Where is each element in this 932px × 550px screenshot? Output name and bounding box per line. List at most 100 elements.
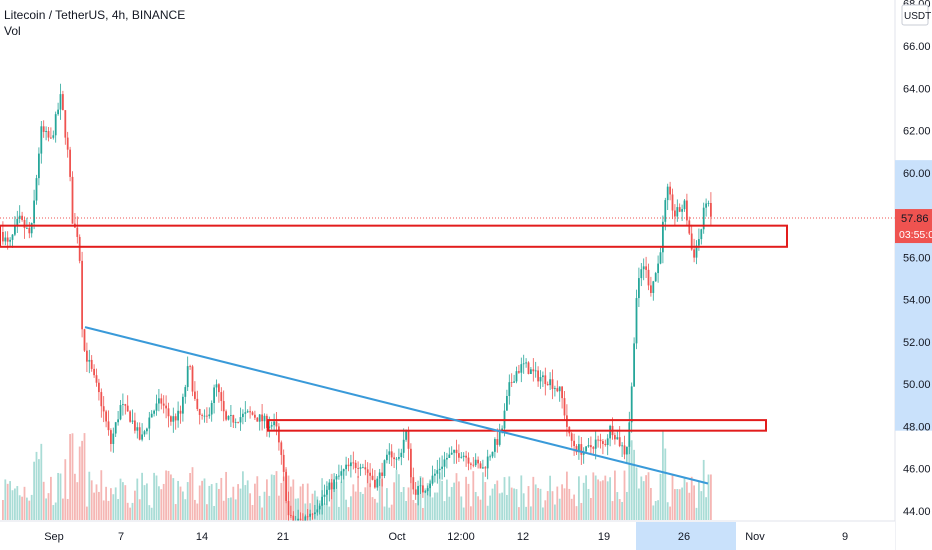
candle-body bbox=[695, 245, 698, 258]
volume-bar bbox=[412, 499, 415, 520]
volume-bar bbox=[462, 507, 465, 520]
candle-body bbox=[186, 366, 189, 388]
volume-bar bbox=[470, 506, 472, 520]
volume-bar bbox=[4, 479, 7, 520]
volume-bar bbox=[650, 487, 652, 520]
countdown-label: 03:55:03 bbox=[899, 229, 932, 241]
volume-bar bbox=[124, 485, 127, 520]
volume-bar bbox=[693, 485, 695, 520]
volume-bar bbox=[294, 498, 297, 520]
volume-bar bbox=[2, 499, 4, 520]
candle-body bbox=[218, 384, 220, 393]
candle-body bbox=[227, 415, 230, 420]
volume-bar bbox=[76, 482, 79, 520]
candle-body bbox=[182, 396, 184, 414]
volume-bar bbox=[179, 486, 182, 520]
x-tick-label: 9 bbox=[842, 531, 848, 543]
volume-bar bbox=[698, 480, 700, 520]
candle-body bbox=[30, 223, 33, 234]
volume-bar bbox=[671, 475, 674, 520]
candle-body bbox=[234, 422, 237, 423]
candle-body bbox=[354, 462, 357, 469]
volume-bar bbox=[150, 507, 153, 520]
volume-bar bbox=[710, 474, 712, 520]
volume-bar bbox=[246, 480, 249, 520]
volume-bar bbox=[225, 471, 227, 520]
candle-body bbox=[282, 454, 285, 472]
volume-bar bbox=[232, 486, 235, 520]
candle-body bbox=[390, 451, 393, 458]
candle-body bbox=[477, 459, 479, 464]
candle-body bbox=[525, 362, 527, 364]
volume-bar bbox=[707, 474, 710, 520]
volume-bar bbox=[674, 489, 676, 520]
candle-body bbox=[338, 475, 340, 477]
candle-body bbox=[678, 207, 681, 212]
volume-bar bbox=[654, 501, 657, 520]
candle-body bbox=[446, 457, 448, 460]
y-tick-label: 52.00 bbox=[903, 337, 931, 349]
volume-bar bbox=[640, 476, 643, 520]
candle-body bbox=[683, 200, 686, 210]
x-tick-label: 26 bbox=[678, 531, 690, 543]
candle-body bbox=[479, 463, 482, 469]
volume-bar bbox=[662, 430, 664, 520]
candle-body bbox=[98, 382, 100, 393]
candle-body bbox=[506, 396, 508, 411]
volume-bar bbox=[489, 495, 491, 520]
volume-bar bbox=[74, 473, 76, 520]
candle-body bbox=[345, 464, 347, 470]
candle-body bbox=[482, 467, 484, 469]
candle-body bbox=[412, 477, 415, 490]
volume-bar bbox=[290, 486, 292, 520]
volume-bar bbox=[141, 472, 143, 520]
volume-bar bbox=[71, 433, 74, 520]
volume-bar bbox=[666, 502, 669, 520]
candle-body bbox=[26, 227, 28, 229]
candle-body bbox=[669, 186, 671, 195]
volume-bar bbox=[52, 505, 55, 520]
candle-body bbox=[561, 386, 563, 399]
volume-bar bbox=[26, 497, 28, 520]
volume-bar bbox=[460, 496, 463, 520]
volume-bar bbox=[134, 490, 136, 520]
volume-bar bbox=[683, 477, 686, 520]
volume-bar bbox=[695, 507, 698, 520]
volume-bar bbox=[266, 479, 268, 520]
volume-bar bbox=[369, 483, 371, 520]
candle-body bbox=[153, 410, 155, 414]
candle-body bbox=[681, 209, 683, 212]
candle-body bbox=[14, 225, 16, 235]
candle-body bbox=[321, 496, 323, 506]
y-tick-label: 50.00 bbox=[903, 379, 931, 391]
volume-bar bbox=[381, 478, 383, 520]
volume-bar bbox=[479, 499, 482, 520]
volume-bar bbox=[258, 495, 261, 520]
volume-bar bbox=[206, 504, 208, 520]
candle-body bbox=[83, 329, 86, 351]
candle-body bbox=[554, 388, 556, 390]
candle-body bbox=[292, 515, 295, 521]
candle-body bbox=[544, 375, 547, 385]
candle-body bbox=[33, 200, 35, 224]
volume-bar bbox=[112, 494, 115, 520]
candle-body bbox=[458, 453, 460, 458]
volume-bar bbox=[165, 470, 167, 520]
volume-bar bbox=[549, 475, 551, 520]
candle-body bbox=[549, 379, 551, 386]
volume-bar bbox=[256, 476, 259, 520]
volume-bar bbox=[642, 481, 645, 520]
candle-body bbox=[690, 233, 693, 250]
candle-body bbox=[369, 472, 371, 476]
volume-bar bbox=[95, 484, 98, 520]
volume-bar bbox=[602, 480, 604, 520]
volume-bar bbox=[345, 499, 347, 520]
volume-bar bbox=[659, 473, 662, 520]
volume-bar bbox=[42, 481, 45, 520]
candle-body bbox=[546, 384, 549, 386]
volume-bar bbox=[645, 475, 647, 520]
candle-body bbox=[179, 410, 182, 414]
candle-body bbox=[191, 366, 194, 392]
